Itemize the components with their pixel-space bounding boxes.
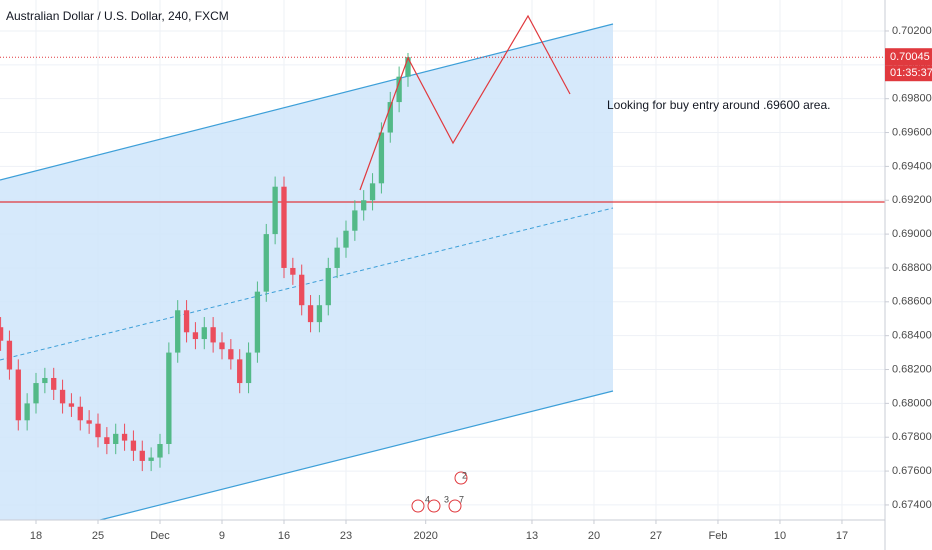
channel-upper — [0, 23, 614, 181]
y-tick-label: 0.67400 — [892, 499, 932, 511]
y-tick-label: 0.69400 — [892, 160, 932, 172]
candle-body — [272, 186, 278, 235]
event-icons: 4 3 7 2 — [411, 470, 468, 513]
candle-body — [33, 383, 39, 404]
y-tick-label: 0.69200 — [892, 194, 932, 206]
y-tick-label: 0.68600 — [892, 296, 932, 308]
chart-title: Australian Dollar / U.S. Dollar, 240, FX… — [6, 9, 229, 23]
candle-body — [325, 267, 331, 306]
event-icon — [427, 499, 441, 513]
countdown-box — [885, 65, 932, 82]
event-count: 2 — [462, 470, 467, 480]
x-tick-label: 27 — [650, 530, 662, 542]
candle-body — [299, 274, 305, 306]
x-tick-label: 20 — [588, 530, 600, 542]
candles — [0, 52, 411, 472]
y-tick-label: 0.67800 — [892, 431, 932, 443]
x-tick-label: 17 — [836, 530, 848, 542]
candle-body — [343, 230, 349, 248]
candle-body — [77, 406, 83, 421]
candle-body — [175, 310, 181, 353]
last-price-box — [885, 48, 932, 66]
x-tick-label: Dec — [150, 530, 170, 542]
candle-body — [307, 305, 314, 323]
candle-body — [42, 377, 48, 384]
channel-lower — [99, 390, 614, 521]
candle-body — [148, 457, 154, 461]
candle-body — [210, 327, 216, 343]
candle-body — [24, 403, 30, 421]
candle-body — [15, 369, 21, 421]
channel-mid — [0, 207, 614, 361]
candle-body — [387, 102, 393, 133]
x-tick-label: 18 — [30, 530, 42, 542]
channel-fill — [0, 24, 613, 520]
x-tick-label: 16 — [278, 530, 290, 542]
candle-body — [219, 342, 225, 350]
candle-body — [281, 186, 287, 268]
candle-body — [113, 433, 119, 444]
y-tick-label: 0.68800 — [892, 262, 932, 274]
candle-body — [192, 332, 199, 340]
event-count: 7 — [459, 494, 464, 504]
candle-body — [228, 349, 234, 360]
y-tick-label: 0.68000 — [892, 397, 932, 409]
y-tick-label: 0.69000 — [892, 228, 932, 240]
candle-body — [263, 234, 269, 292]
x-tick-label: 9 — [219, 530, 225, 542]
y-tick-label: 0.70200 — [892, 25, 932, 37]
candle-body — [361, 200, 367, 211]
candle-body — [183, 310, 190, 333]
x-tick-label: 10 — [774, 530, 786, 542]
candle-body — [121, 433, 128, 441]
candle-body — [334, 247, 340, 268]
y-tick-label: 0.68200 — [892, 363, 932, 375]
x-tick-label: 23 — [340, 530, 352, 542]
event-icon — [454, 471, 468, 485]
event-icon — [448, 499, 462, 513]
y-tick-label: 0.68400 — [892, 330, 932, 342]
candle-body — [396, 76, 402, 103]
event-count: 4 — [425, 494, 430, 504]
candle-body — [166, 352, 172, 444]
candle-body — [378, 132, 385, 184]
candle-body — [86, 420, 92, 424]
candle-body — [104, 437, 110, 444]
candle-body — [51, 377, 57, 390]
candle-body — [130, 440, 137, 451]
countdown: 01:35:37 — [890, 67, 932, 79]
x-tick-label: 13 — [526, 530, 538, 542]
y-tick-label: 0.67600 — [892, 465, 932, 477]
x-tick-label: 2020 — [413, 530, 437, 542]
candle-body — [201, 327, 207, 340]
event-count: 3 — [444, 494, 449, 504]
candle-body — [95, 423, 101, 438]
candle-body — [405, 57, 411, 77]
projection-path — [359, 14, 571, 191]
candle-body — [316, 305, 323, 323]
candle-body — [139, 450, 145, 461]
candle-body — [352, 210, 358, 231]
candle-body — [6, 340, 13, 370]
candle-body — [0, 327, 4, 341]
candle-body — [59, 389, 66, 404]
candle-body — [369, 183, 376, 201]
candle-body — [237, 359, 243, 384]
y-tick-label: 0.69800 — [892, 93, 932, 105]
candle-body — [68, 403, 75, 407]
x-tick-label: Feb — [708, 530, 727, 542]
last-price-label: 0.70045 — [890, 51, 930, 63]
candle-body — [157, 443, 163, 458]
candle-body — [254, 291, 261, 353]
candle-body — [290, 267, 296, 275]
y-tick-label: 0.69600 — [892, 126, 932, 138]
candle-body — [245, 352, 252, 384]
event-icon — [411, 499, 425, 513]
annotation: Looking for buy entry around .69600 area… — [607, 98, 831, 112]
x-tick-label: 25 — [92, 530, 104, 542]
